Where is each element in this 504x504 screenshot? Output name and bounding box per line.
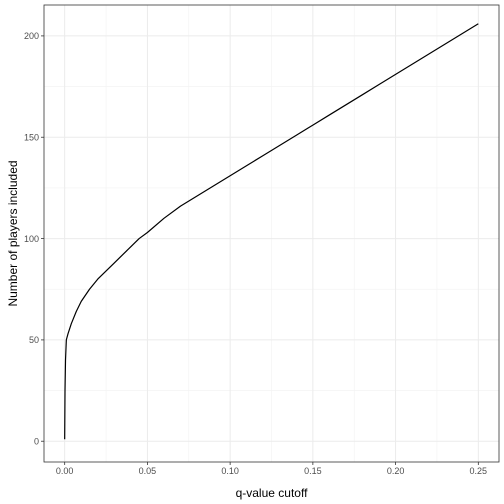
y-axis: 0 50 100 150 200 bbox=[24, 31, 44, 446]
series-line bbox=[64, 23, 479, 440]
x-axis-title: q-value cutoff bbox=[236, 486, 308, 500]
panel-border bbox=[43, 4, 500, 463]
minor-grid bbox=[44, 5, 499, 462]
major-grid bbox=[44, 5, 499, 462]
x-tick-label: 0.10 bbox=[221, 466, 239, 476]
y-axis-title: Number of players included bbox=[6, 160, 20, 306]
x-tick-label: 0.15 bbox=[304, 466, 322, 476]
y-tick-label: 150 bbox=[24, 132, 39, 142]
y-tick-label: 50 bbox=[29, 335, 39, 345]
x-tick-label: 0.25 bbox=[470, 466, 488, 476]
y-tick-label: 200 bbox=[24, 31, 39, 41]
series-layer bbox=[64, 23, 479, 440]
y-tick-label: 100 bbox=[24, 234, 39, 244]
y-tick-label: 0 bbox=[34, 436, 39, 446]
x-axis: 0.00 0.05 0.10 0.15 0.20 0.25 bbox=[56, 462, 487, 476]
x-tick-label: 0.05 bbox=[139, 466, 157, 476]
x-tick-label: 0.20 bbox=[387, 466, 405, 476]
x-tick-label: 0.00 bbox=[56, 466, 74, 476]
